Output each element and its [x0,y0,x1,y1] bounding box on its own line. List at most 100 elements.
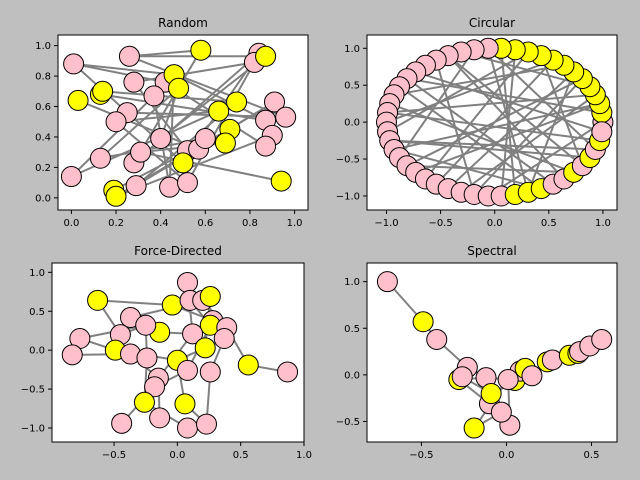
edge [70,95,155,178]
node [149,407,171,429]
y-tick-label: −1.0 [336,191,360,202]
edge [186,61,256,184]
subplot-title: Circular [469,16,515,30]
node [199,285,221,307]
x-tick-label: 0.2 [108,218,124,229]
y-tick-label: 0.8 [35,72,51,83]
x-tick-label: 0.6 [197,218,213,229]
node [275,106,297,128]
node [195,413,217,435]
edge [460,94,596,194]
y-tick-label: 1.0 [344,44,360,55]
node [213,327,235,349]
subplot-title: Random [158,16,208,30]
x-tick-label: 0.5 [541,218,557,229]
node [174,393,196,415]
edge [406,77,603,114]
node [136,347,158,369]
node [89,147,111,169]
node [270,170,292,192]
x-tick-label: 0.4 [153,218,169,229]
node [255,45,277,67]
edge [387,111,600,142]
node [130,141,152,163]
y-tick-label: −0.5 [21,385,45,396]
node [591,328,613,350]
node [194,127,216,149]
x-tick-label: 1.0 [595,218,611,229]
node [199,361,221,383]
x-tick-label: 0.0 [499,450,515,461]
node [60,166,82,188]
axes-frame [57,34,309,211]
y-tick-label: 1.0 [35,41,51,52]
y-tick-label: −0.5 [336,155,360,166]
edge [415,102,601,174]
node [176,172,198,194]
x-tick-label: −1.0 [374,218,398,229]
node [480,383,502,405]
edge [97,299,173,307]
x-tick-label: −0.5 [428,218,452,229]
node [133,391,155,413]
edge [487,48,530,193]
node [105,111,127,133]
edge [406,77,554,185]
y-tick-label: 0.2 [35,163,51,174]
node [159,176,181,198]
edge [173,73,267,122]
node [426,328,448,350]
x-tick-label: −0.5 [102,450,126,461]
node [143,85,165,107]
y-tick-label: 0.0 [344,370,360,381]
node [255,135,277,157]
x-tick-label: 0.5 [233,450,249,461]
x-tick-label: 0.0 [63,218,79,229]
y-tick-label: 0.6 [35,102,51,113]
axes-frame [366,262,618,443]
edge [398,85,542,190]
node [264,91,286,113]
edge [129,49,201,58]
y-tick-label: 0.4 [35,132,51,143]
node [87,289,109,311]
subplot: Force-Directed −0.5 0.0 0.5 1.0 −1.0 −0.5 0.0 0.… [21,244,312,461]
y-tick-label: 0.0 [29,346,45,357]
node [591,121,613,143]
subplot-title: Spectral [467,244,517,258]
node [125,175,147,197]
edge [129,55,287,119]
edge [73,62,175,76]
node [463,417,485,439]
x-tick-label: 0.0 [169,450,185,461]
node [176,359,198,381]
node [237,354,259,376]
y-tick-label: 0.0 [35,193,51,204]
y-tick-label: 0.5 [29,307,45,318]
subplot-title: Force-Directed [134,244,222,258]
node [111,412,133,434]
node [277,361,299,383]
node [214,132,236,154]
node [176,417,198,439]
subplot: Circular −1.0 −0.5 0.0 0.5 1.0 −1.0 −0.5 0.0 0.5 1… [336,16,618,229]
x-tick-label: 0.8 [242,218,258,229]
node [118,45,140,67]
node [92,80,114,102]
edge [393,148,542,190]
node [172,152,194,174]
node [63,53,85,75]
y-tick-label: 1.0 [344,277,360,288]
edge [407,164,574,174]
node [67,89,89,111]
node [168,77,190,99]
node [490,401,512,423]
axes-frame [51,262,305,443]
node [150,127,172,149]
edge [487,121,604,197]
y-tick-label: 1.0 [29,268,45,279]
node [123,71,145,93]
x-tick-label: 0.0 [487,218,503,229]
edge [389,139,596,151]
node [497,369,519,391]
